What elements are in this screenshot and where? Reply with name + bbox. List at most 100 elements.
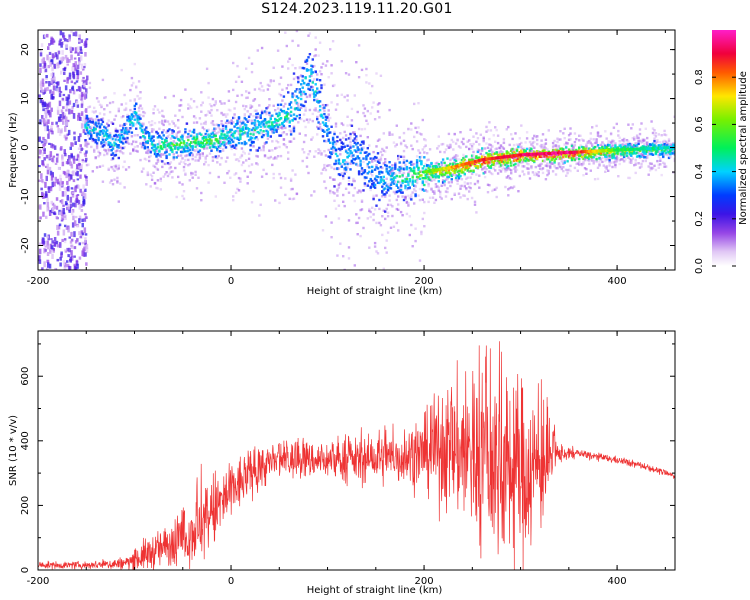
ridge-core-cell — [107, 141, 110, 144]
ridge-core-cell — [346, 144, 349, 147]
ridge-core-cell — [219, 144, 222, 147]
ridge-core-cell — [88, 132, 92, 135]
ridge-halo-cell — [347, 219, 351, 222]
ridge-halo-cell — [233, 113, 236, 116]
ridge-halo-cell — [507, 174, 510, 178]
ridge-core-cell — [521, 156, 524, 159]
ridge-halo-cell — [625, 139, 629, 142]
ridge-halo-cell — [498, 146, 501, 150]
ridge-halo-cell — [563, 143, 566, 146]
ridge-halo-cell — [253, 88, 257, 91]
noise-cell — [66, 206, 69, 211]
ridge-halo-cell — [365, 172, 368, 175]
ridge-core-cell — [327, 155, 330, 158]
ridge-halo-cell — [582, 139, 585, 142]
ridge-halo-cell — [250, 62, 254, 65]
noise-cell — [80, 39, 84, 43]
ridge-halo-cell — [538, 164, 542, 167]
ridge-halo-cell — [583, 159, 587, 162]
ridge-core-cell — [373, 186, 377, 189]
ridge-halo-cell — [362, 104, 365, 107]
ridge-halo-cell — [378, 159, 381, 162]
ridge-core-cell — [240, 142, 244, 145]
ridge-halo-cell — [185, 136, 189, 139]
ridge-halo-cell — [628, 176, 632, 180]
ridge-halo-cell — [106, 152, 109, 155]
ridge-halo-cell — [107, 148, 110, 151]
ridge-core-cell — [172, 156, 175, 159]
ridge-core-cell — [423, 177, 426, 180]
ridge-halo-cell — [560, 154, 563, 158]
ridge-halo-cell — [525, 131, 529, 134]
ridge-halo-cell — [285, 146, 288, 149]
ridge-halo-cell — [220, 102, 223, 105]
noise-cell — [41, 58, 45, 64]
ridge-halo-cell — [307, 34, 310, 37]
ridge-halo-cell — [204, 160, 207, 164]
ridge-core-cell — [617, 150, 620, 153]
ridge-halo-cell — [528, 147, 532, 151]
ridge-halo-cell — [353, 199, 356, 203]
ridge-halo-cell — [567, 134, 571, 137]
ridge-halo-cell — [621, 139, 624, 142]
ridge-core-cell — [583, 147, 587, 151]
noise-cell — [66, 77, 69, 84]
ridge-halo-cell — [399, 141, 403, 145]
noise-cell — [59, 200, 63, 203]
ridge-halo-cell — [191, 153, 194, 156]
ridge-halo-cell — [441, 170, 445, 173]
ridge-core-cell — [84, 124, 87, 127]
ridge-halo-cell — [249, 129, 252, 132]
ridge-halo-cell — [630, 159, 633, 162]
ridge-core-cell — [142, 131, 145, 134]
ridge-core-cell — [126, 119, 129, 122]
ridge-core-cell — [321, 129, 325, 132]
ridge-halo-cell — [365, 81, 368, 84]
ridge-core-cell — [482, 160, 485, 164]
ridge-core-cell — [567, 155, 571, 158]
ridge-halo-cell — [604, 159, 607, 163]
ridge-halo-cell — [617, 156, 620, 160]
ridge-core-cell — [386, 189, 390, 192]
ridge-core-cell — [375, 175, 378, 178]
ridge-core-cell — [614, 157, 617, 160]
ridge-core-cell — [362, 142, 365, 145]
ridge-halo-cell — [197, 176, 200, 179]
ridge-halo-cell — [192, 115, 196, 118]
ridge-halo-cell — [126, 141, 129, 144]
ridge-core-cell — [182, 147, 186, 150]
ridge-core-cell — [381, 171, 384, 174]
ridge-core-cell — [334, 148, 338, 152]
ridge-halo-cell — [272, 172, 275, 176]
ridge-halo-cell — [423, 151, 426, 154]
ridge-core-cell — [233, 136, 236, 140]
ridge-halo-cell — [482, 167, 485, 170]
ridge-core-cell — [300, 83, 303, 86]
noise-cell — [67, 254, 70, 258]
ridge-core-cell — [578, 146, 581, 149]
ridge-halo-cell — [117, 164, 120, 167]
ridge-core-cell — [578, 152, 581, 155]
ridge-halo-cell — [371, 206, 374, 209]
ridge-halo-cell — [156, 179, 160, 182]
ridge-core-cell — [318, 105, 322, 108]
ridge-halo-cell — [530, 143, 533, 146]
noise-cell — [56, 224, 59, 230]
ridge-core-cell — [476, 166, 480, 169]
ridge-core-cell — [614, 152, 617, 155]
ridge-core-cell — [427, 178, 430, 181]
ridge-halo-cell — [580, 163, 584, 167]
ridge-halo-cell — [344, 134, 348, 137]
ridge-halo-cell — [153, 181, 157, 185]
ridge-core-cell — [256, 126, 259, 129]
ridge-halo-cell — [395, 207, 398, 211]
noise-cell — [78, 204, 81, 210]
noise-cell — [52, 248, 55, 251]
ridge-core-cell — [149, 138, 152, 141]
ridge-halo-cell — [177, 175, 180, 179]
ridge-core-cell — [188, 142, 191, 146]
ridge-halo-cell — [369, 188, 372, 192]
ridge-core-cell — [91, 129, 94, 132]
ridge-halo-cell — [478, 186, 481, 189]
ridge-core-cell — [205, 141, 209, 144]
